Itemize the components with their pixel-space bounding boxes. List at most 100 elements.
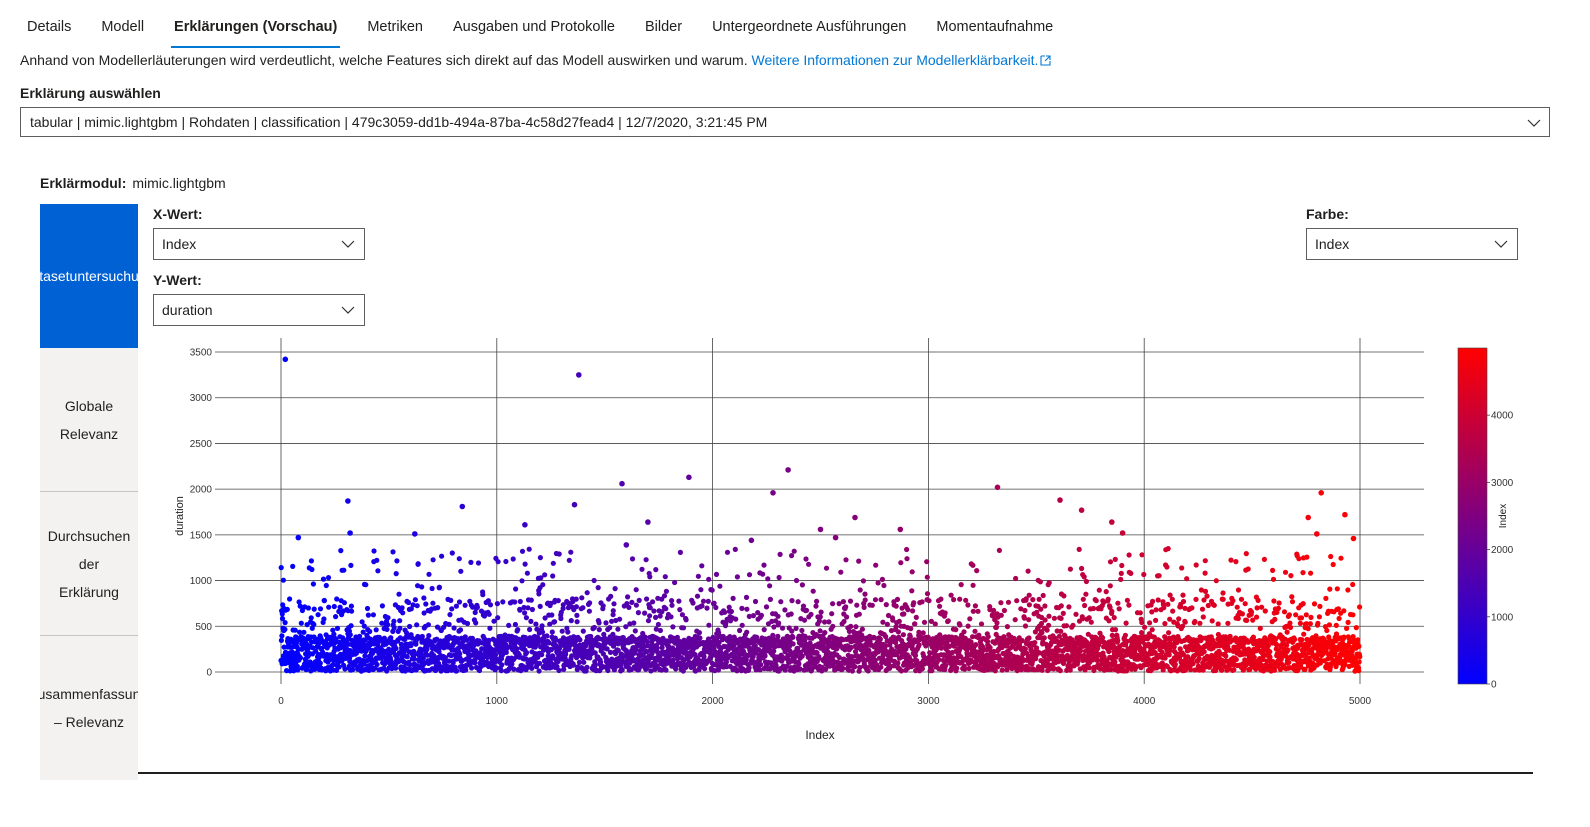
data-point <box>1176 655 1182 661</box>
data-point <box>1000 660 1007 666</box>
data-point <box>946 658 952 664</box>
data-point <box>1136 653 1142 659</box>
data-point <box>1341 662 1347 668</box>
data-point <box>755 665 761 671</box>
data-point <box>916 637 922 643</box>
data-point <box>1064 644 1070 650</box>
data-point <box>1081 639 1087 645</box>
data-point <box>480 592 486 598</box>
sidenav-item-1[interactable]: Globale Relevanz <box>40 348 138 492</box>
data-point <box>1075 651 1081 657</box>
tab-untergeordnete-ausführungen[interactable]: Untergeordnete Ausführungen <box>712 19 907 35</box>
data-point <box>651 662 657 668</box>
data-point <box>1004 624 1011 630</box>
data-point <box>1080 657 1086 664</box>
data-point <box>470 638 476 645</box>
data-point <box>894 649 900 655</box>
data-point <box>602 638 608 645</box>
x-value-dropdown[interactable]: Index <box>153 228 365 260</box>
data-point <box>1295 666 1301 672</box>
data-point <box>1010 642 1016 648</box>
data-point <box>396 657 403 663</box>
data-point <box>1294 551 1300 557</box>
data-point <box>328 667 334 673</box>
data-point <box>973 649 979 655</box>
data-point <box>937 632 943 638</box>
data-point <box>317 606 324 612</box>
data-point <box>359 659 365 666</box>
data-point <box>1114 635 1120 641</box>
data-point <box>1098 635 1104 641</box>
data-point <box>488 647 494 653</box>
data-point <box>1074 635 1080 641</box>
data-point <box>569 596 576 602</box>
data-point <box>1222 652 1228 658</box>
tab-modell[interactable]: Modell <box>101 19 145 35</box>
data-point <box>1328 553 1334 560</box>
explanation-select[interactable]: tabular | mimic.lightgbm | Rohdaten | cl… <box>20 107 1550 137</box>
tab-bilder[interactable]: Bilder <box>645 19 683 35</box>
data-point <box>823 565 830 571</box>
data-point <box>379 649 385 655</box>
data-point <box>1185 661 1191 667</box>
data-point <box>739 622 745 628</box>
data-point <box>725 655 731 661</box>
data-point <box>703 660 709 666</box>
tab-details[interactable]: Details <box>27 19 72 35</box>
data-point <box>396 657 402 663</box>
data-point <box>704 645 710 651</box>
learn-more-link[interactable]: Weitere Informationen zur Modellerklärba… <box>752 52 1052 68</box>
y-value-dropdown[interactable]: duration <box>153 294 365 326</box>
data-point <box>1283 623 1289 630</box>
data-point <box>1108 655 1114 661</box>
tab-momentaufnahme[interactable]: Momentaufnahme <box>936 19 1054 35</box>
tab-metriken[interactable]: Metriken <box>367 19 423 35</box>
data-point <box>711 647 717 653</box>
data-point <box>730 666 736 673</box>
data-point <box>1141 571 1147 578</box>
data-point <box>819 638 825 644</box>
data-point <box>426 667 432 673</box>
data-point <box>502 635 508 641</box>
data-point <box>1256 665 1262 671</box>
sidenav-item-3[interactable]: usammenfassun – Relevanz <box>40 636 138 780</box>
sidenav-item-0[interactable]: tasetuntersuchu <box>40 204 138 348</box>
data-point <box>1214 650 1220 656</box>
explainer-module: Erklärmodul: mimic.lightgbm <box>40 175 226 191</box>
tab-erklärungen-vorschau[interactable]: Erklärungen (Vorschau) <box>159 0 352 48</box>
data-point <box>949 663 955 669</box>
data-point <box>548 655 554 662</box>
data-point <box>533 664 540 670</box>
data-point <box>848 639 855 645</box>
data-point <box>281 627 287 634</box>
data-point <box>854 653 861 659</box>
data-point <box>691 643 697 649</box>
data-point <box>800 636 806 642</box>
data-point <box>920 635 926 641</box>
tab-ausgaben-und-protokolle[interactable]: Ausgaben und Protokolle <box>452 19 615 35</box>
data-point <box>330 667 336 673</box>
data-point <box>995 664 1001 670</box>
data-point <box>870 660 876 666</box>
data-point <box>846 628 853 635</box>
data-point <box>898 654 904 660</box>
data-point <box>1263 652 1269 658</box>
data-point <box>279 661 285 667</box>
data-point <box>896 655 903 661</box>
data-point <box>1161 664 1167 670</box>
data-point <box>323 632 329 638</box>
data-point <box>1339 643 1345 649</box>
data-point <box>1043 657 1049 663</box>
data-point <box>1332 644 1338 651</box>
data-point <box>1069 637 1075 643</box>
data-point <box>654 664 661 671</box>
color-dropdown[interactable]: Index <box>1306 228 1518 260</box>
data-point <box>1218 638 1224 644</box>
data-point <box>881 644 888 651</box>
data-point <box>1148 602 1154 608</box>
data-point <box>710 640 716 646</box>
data-point <box>1053 645 1059 651</box>
data-point <box>554 664 560 670</box>
data-point <box>800 637 806 643</box>
sidenav-item-2[interactable]: Durchsuchen der Erklärung <box>40 492 138 636</box>
